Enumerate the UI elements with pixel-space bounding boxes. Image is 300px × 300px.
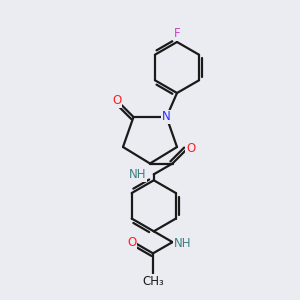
- Text: F: F: [174, 27, 180, 40]
- Text: O: O: [127, 236, 136, 249]
- Text: N: N: [162, 110, 171, 124]
- Text: O: O: [112, 94, 122, 107]
- Text: NH: NH: [129, 168, 146, 181]
- Text: NH: NH: [174, 237, 191, 250]
- Text: CH₃: CH₃: [142, 275, 164, 288]
- Text: O: O: [186, 142, 195, 155]
